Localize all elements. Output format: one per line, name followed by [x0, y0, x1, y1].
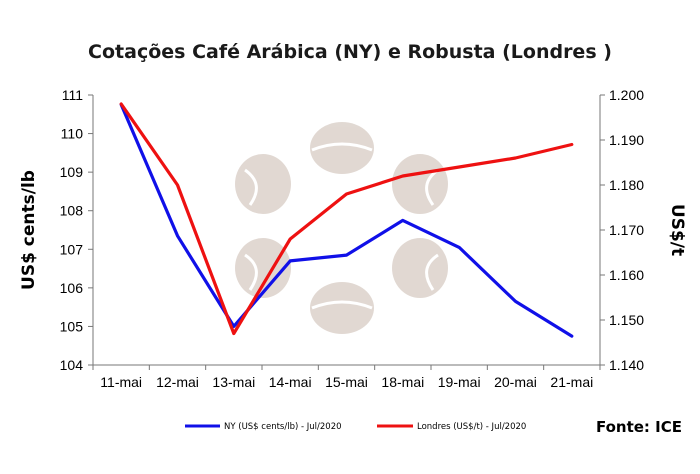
left-tick-label: 104 — [60, 357, 84, 373]
left-tick-label: 110 — [61, 126, 84, 142]
chart-title: Cotações Café Arábica (NY) e Robusta (Lo… — [88, 41, 612, 63]
x-tick-label: 13-mai — [212, 374, 255, 390]
x-tick-label: 14-mai — [269, 374, 312, 390]
legend: NY (US$ cents/lb) - Jul/2020 Londres (US… — [185, 422, 526, 432]
legend-label-londres: Londres (US$/t) - Jul/2020 — [417, 422, 526, 432]
right-tick-label: 1.190 — [609, 132, 644, 148]
x-axis-ticks: 11-mai 12-mai 13-mai 14-mai 15-mai 18-mai 19-m… — [92, 365, 601, 390]
series-line-londres — [119, 102, 574, 336]
left-tick-label: 111 — [62, 87, 83, 103]
right-tick-label: 1.200 — [609, 87, 644, 103]
right-tick-label: 1.170 — [609, 222, 644, 238]
left-tick-label: 105 — [60, 318, 84, 334]
right-tick-label: 1.150 — [609, 312, 644, 328]
coffee-bean-watermark — [235, 122, 448, 334]
x-tick-label: 20-mai — [494, 374, 537, 390]
right-tick-label: 1.140 — [609, 357, 644, 373]
legend-label-ny: NY (US$ cents/lb) - Jul/2020 — [224, 422, 342, 432]
left-axis-label: US$ cents/lb — [19, 170, 39, 290]
right-tick-label: 1.160 — [609, 267, 644, 283]
left-tick-label: 108 — [60, 203, 84, 219]
right-axis-ticks: 1.140 1.150 1.160 1.170 1.180 1.190 1.200 — [600, 87, 644, 373]
x-tick-label: 12-mai — [156, 374, 199, 390]
left-tick-label: 106 — [60, 280, 84, 296]
left-axis-ticks: 104 105 106 107 108 109 110 111 — [60, 87, 93, 373]
right-axis-label: US$/t — [667, 204, 687, 256]
x-tick-label: 15-mai — [325, 374, 368, 390]
series-lines — [119, 102, 574, 338]
left-tick-label: 109 — [60, 164, 84, 180]
x-tick-label: 19-mai — [438, 374, 481, 390]
right-tick-label: 1.180 — [609, 177, 644, 193]
series-line-ny — [119, 102, 574, 338]
x-tick-label: 18-mai — [381, 374, 424, 390]
x-tick-label: 21-mai — [550, 374, 593, 390]
x-tick-label: 11-mai — [100, 374, 142, 390]
source-label: Fonte: ICE — [596, 418, 682, 436]
left-tick-label: 107 — [60, 241, 84, 257]
